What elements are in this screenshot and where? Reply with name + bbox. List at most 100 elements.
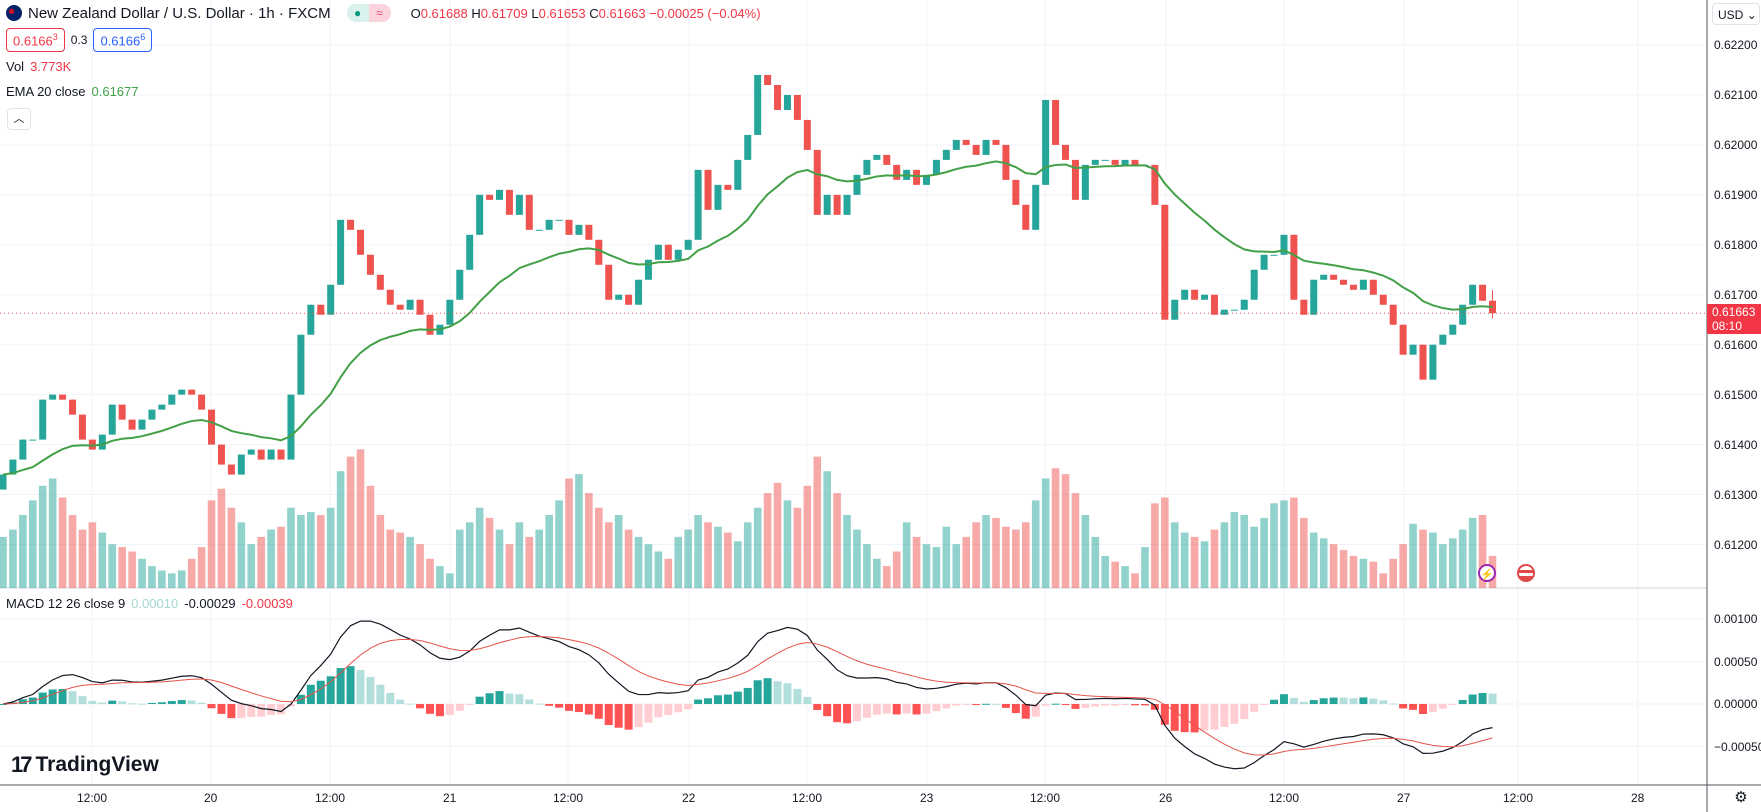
- time-tick: 21: [443, 791, 457, 805]
- us-economic-event-icon[interactable]: [1517, 564, 1535, 582]
- volume-legend[interactable]: Vol 3.773K: [6, 59, 72, 74]
- candle: [853, 174, 861, 195]
- volume-bar: [1270, 503, 1278, 588]
- volume-bar: [247, 544, 256, 588]
- market-status[interactable]: ● ≈: [346, 4, 391, 22]
- volume-bar: [515, 522, 524, 588]
- candle: [764, 74, 772, 85]
- symbol-legend[interactable]: New Zealand Dollar / U.S. Dollar · 1h · …: [6, 4, 761, 22]
- candle: [1489, 300, 1496, 314]
- settings-icon[interactable]: ⚙: [1734, 789, 1748, 806]
- candle: [307, 304, 315, 335]
- volume-bar: [1210, 529, 1219, 588]
- time-tick: 12:00: [553, 791, 584, 805]
- volume-bar: [48, 478, 57, 588]
- macd-histogram-bar: [356, 670, 365, 704]
- signal-value: -0.00039: [241, 596, 293, 611]
- macd-histogram-bar: [1210, 704, 1219, 730]
- macd-histogram-bar: [654, 704, 663, 718]
- macd-histogram-bar: [98, 702, 107, 704]
- macd-histogram-bar: [555, 704, 564, 708]
- price-tick: 0.61700: [1714, 287, 1758, 302]
- macd-histogram-bar: [763, 678, 772, 704]
- collapse-legend-button[interactable]: ︿: [7, 108, 31, 130]
- macd-histogram-bar: [1339, 697, 1348, 704]
- volume-bar: [1458, 529, 1467, 588]
- volume-bar: [823, 471, 831, 588]
- volume-bar: [98, 532, 107, 588]
- volume-bar: [485, 517, 494, 588]
- macd-histogram-bar: [743, 687, 752, 704]
- macd-histogram-bar: [872, 704, 881, 715]
- tradingview-logo[interactable]: 17 TradingView: [11, 752, 159, 777]
- macd-histogram-bar: [694, 699, 703, 704]
- candle: [426, 314, 434, 335]
- volume-bar: [545, 515, 553, 588]
- macd-legend[interactable]: MACD 12 26 close 9 0.00010 -0.00029 -0.0…: [6, 596, 293, 611]
- volume-bar: [297, 515, 305, 588]
- macd-histogram-bar: [396, 699, 405, 704]
- candle: [1300, 299, 1308, 315]
- volume-bar: [1041, 478, 1050, 588]
- candle: [1171, 299, 1179, 320]
- candle: [1151, 164, 1159, 205]
- macd-histogram-bar: [1458, 699, 1467, 704]
- sell-button[interactable]: 0.61663: [6, 28, 65, 53]
- candle: [883, 154, 891, 165]
- candle: [1290, 234, 1298, 300]
- volume-bar: [743, 522, 752, 588]
- macd-histogram-bar: [803, 696, 812, 704]
- candle: [714, 184, 722, 210]
- macd-histogram-bar: [346, 666, 355, 704]
- volume-bar: [724, 532, 732, 588]
- volume-bar: [38, 485, 47, 588]
- macd-histogram-bar: [68, 691, 77, 704]
- macd-histogram-bar: [48, 689, 57, 704]
- symbol-title[interactable]: New Zealand Dollar / U.S. Dollar · 1h · …: [28, 4, 331, 22]
- candle: [1032, 184, 1040, 230]
- macd-histogram-bar: [1468, 694, 1477, 704]
- candle: [535, 229, 543, 231]
- candle: [1220, 309, 1228, 315]
- volume-bar: [674, 536, 683, 588]
- volume-bar: [853, 529, 861, 588]
- volume-bar: [386, 529, 395, 588]
- macd-histogram-bar: [1041, 704, 1050, 706]
- volume-bar: [158, 570, 166, 588]
- macd-histogram-bar: [594, 704, 603, 719]
- macd-histogram-bar: [1131, 704, 1140, 706]
- candle: [128, 419, 136, 430]
- candle: [1081, 164, 1089, 200]
- candle: [1349, 284, 1357, 290]
- macd-histogram-bar: [1170, 704, 1179, 731]
- volume-bar: [287, 507, 295, 588]
- currency-select[interactable]: USD ⌄: [1712, 3, 1760, 25]
- volume-bar: [1031, 500, 1040, 588]
- candle: [545, 219, 553, 230]
- macd-histogram-bar: [376, 684, 385, 704]
- volume-bar: [1081, 515, 1090, 588]
- volume-bar: [1260, 517, 1268, 588]
- candle: [208, 409, 216, 445]
- volume-bar: [68, 515, 77, 588]
- volume-bar: [664, 558, 673, 588]
- macd-line: [2, 620, 1493, 770]
- macd-histogram-bar: [386, 692, 395, 704]
- volume-bar: [843, 515, 851, 588]
- volume-bar: [1220, 522, 1229, 588]
- volume-bar: [227, 507, 236, 588]
- macd-histogram-bar: [952, 704, 961, 706]
- candle: [49, 394, 57, 400]
- macd-histogram-bar: [783, 683, 792, 704]
- macd-histogram-bar: [574, 704, 583, 713]
- volume-bar: [1002, 526, 1010, 588]
- candle: [1101, 159, 1109, 161]
- event-lightning-icon[interactable]: ⚡: [1478, 564, 1496, 582]
- ema-legend[interactable]: EMA 20 close 0.61677: [6, 84, 139, 99]
- volume-bar: [0, 536, 7, 588]
- buy-button[interactable]: 0.61666: [93, 28, 153, 53]
- candle: [118, 404, 126, 420]
- candle: [98, 434, 106, 450]
- macd-histogram-bar: [892, 704, 901, 715]
